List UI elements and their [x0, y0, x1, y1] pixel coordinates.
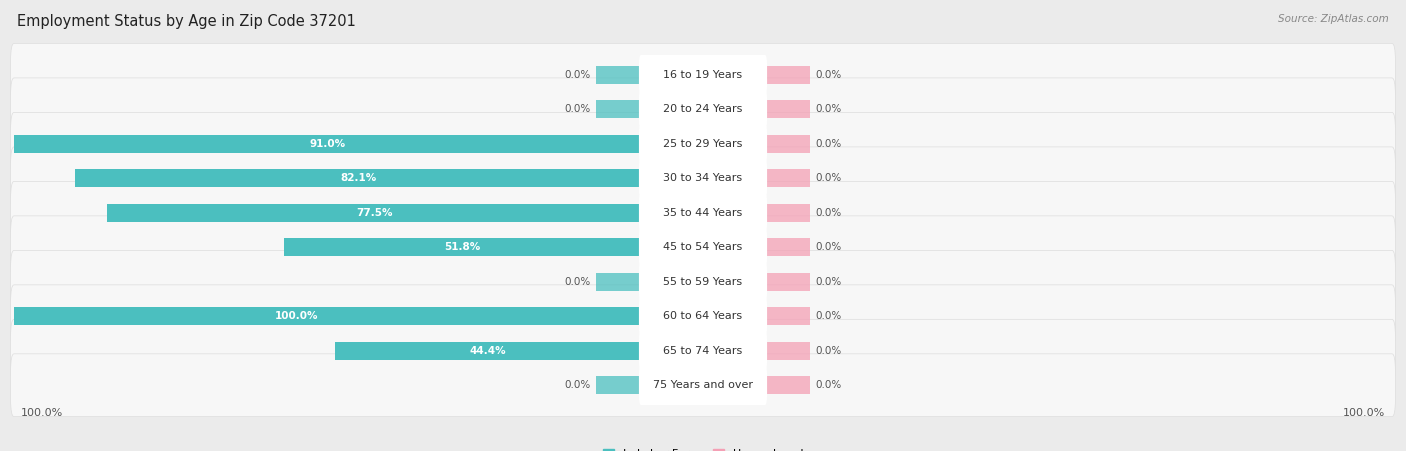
Text: 0.0%: 0.0% [815, 311, 842, 321]
Text: 0.0%: 0.0% [815, 70, 842, 80]
FancyBboxPatch shape [11, 285, 1395, 348]
Bar [765, 376, 810, 394]
FancyBboxPatch shape [11, 319, 1395, 382]
Text: 0.0%: 0.0% [815, 277, 842, 287]
Text: 0.0%: 0.0% [815, 346, 842, 356]
Text: Employment Status by Age in Zip Code 37201: Employment Status by Age in Zip Code 372… [17, 14, 356, 28]
Bar [765, 204, 810, 222]
FancyBboxPatch shape [638, 55, 768, 95]
FancyBboxPatch shape [11, 147, 1395, 210]
Text: 0.0%: 0.0% [815, 139, 842, 149]
Text: 75 Years and over: 75 Years and over [652, 380, 754, 390]
Text: 0.0%: 0.0% [564, 277, 591, 287]
FancyBboxPatch shape [638, 296, 768, 336]
Text: 30 to 34 Years: 30 to 34 Years [664, 173, 742, 183]
Text: 65 to 74 Years: 65 to 74 Years [664, 346, 742, 356]
Text: 0.0%: 0.0% [564, 70, 591, 80]
Text: 55 to 59 Years: 55 to 59 Years [664, 277, 742, 287]
FancyBboxPatch shape [638, 89, 768, 129]
Bar [765, 100, 810, 118]
Bar [765, 273, 810, 291]
Text: 16 to 19 Years: 16 to 19 Years [664, 70, 742, 80]
Bar [596, 273, 641, 291]
Bar [14, 135, 641, 153]
Text: 0.0%: 0.0% [564, 104, 591, 114]
Text: 0.0%: 0.0% [815, 242, 842, 252]
FancyBboxPatch shape [11, 181, 1395, 244]
Bar [596, 66, 641, 84]
Text: 100.0%: 100.0% [1343, 408, 1385, 418]
Text: 0.0%: 0.0% [815, 380, 842, 390]
Text: 0.0%: 0.0% [815, 208, 842, 218]
Legend: In Labor Force, Unemployed: In Labor Force, Unemployed [598, 445, 808, 451]
FancyBboxPatch shape [638, 124, 768, 164]
Text: 100.0%: 100.0% [274, 311, 318, 321]
Text: 100.0%: 100.0% [21, 408, 63, 418]
FancyBboxPatch shape [638, 365, 768, 405]
Text: 91.0%: 91.0% [309, 139, 346, 149]
Text: 20 to 24 Years: 20 to 24 Years [664, 104, 742, 114]
FancyBboxPatch shape [11, 112, 1395, 175]
Bar [765, 342, 810, 360]
Bar [284, 238, 641, 256]
FancyBboxPatch shape [638, 227, 768, 267]
Bar [596, 100, 641, 118]
Bar [765, 66, 810, 84]
Text: 25 to 29 Years: 25 to 29 Years [664, 139, 742, 149]
Bar [765, 135, 810, 153]
Bar [107, 204, 641, 222]
FancyBboxPatch shape [11, 43, 1395, 106]
Text: 0.0%: 0.0% [815, 104, 842, 114]
Text: 82.1%: 82.1% [340, 173, 377, 183]
Text: 35 to 44 Years: 35 to 44 Years [664, 208, 742, 218]
Bar [0, 307, 641, 325]
Bar [765, 307, 810, 325]
Text: 60 to 64 Years: 60 to 64 Years [664, 311, 742, 321]
Bar [765, 169, 810, 187]
FancyBboxPatch shape [638, 158, 768, 198]
Bar [335, 342, 641, 360]
Text: Source: ZipAtlas.com: Source: ZipAtlas.com [1278, 14, 1389, 23]
FancyBboxPatch shape [11, 250, 1395, 313]
Text: 0.0%: 0.0% [815, 173, 842, 183]
Bar [76, 169, 641, 187]
FancyBboxPatch shape [638, 193, 768, 233]
Bar [596, 376, 641, 394]
Text: 77.5%: 77.5% [356, 208, 392, 218]
Text: 51.8%: 51.8% [444, 242, 481, 252]
Text: 0.0%: 0.0% [564, 380, 591, 390]
Bar [765, 238, 810, 256]
FancyBboxPatch shape [11, 354, 1395, 417]
FancyBboxPatch shape [638, 262, 768, 302]
FancyBboxPatch shape [638, 331, 768, 371]
Text: 45 to 54 Years: 45 to 54 Years [664, 242, 742, 252]
FancyBboxPatch shape [11, 78, 1395, 141]
FancyBboxPatch shape [11, 216, 1395, 279]
Text: 44.4%: 44.4% [470, 346, 506, 356]
